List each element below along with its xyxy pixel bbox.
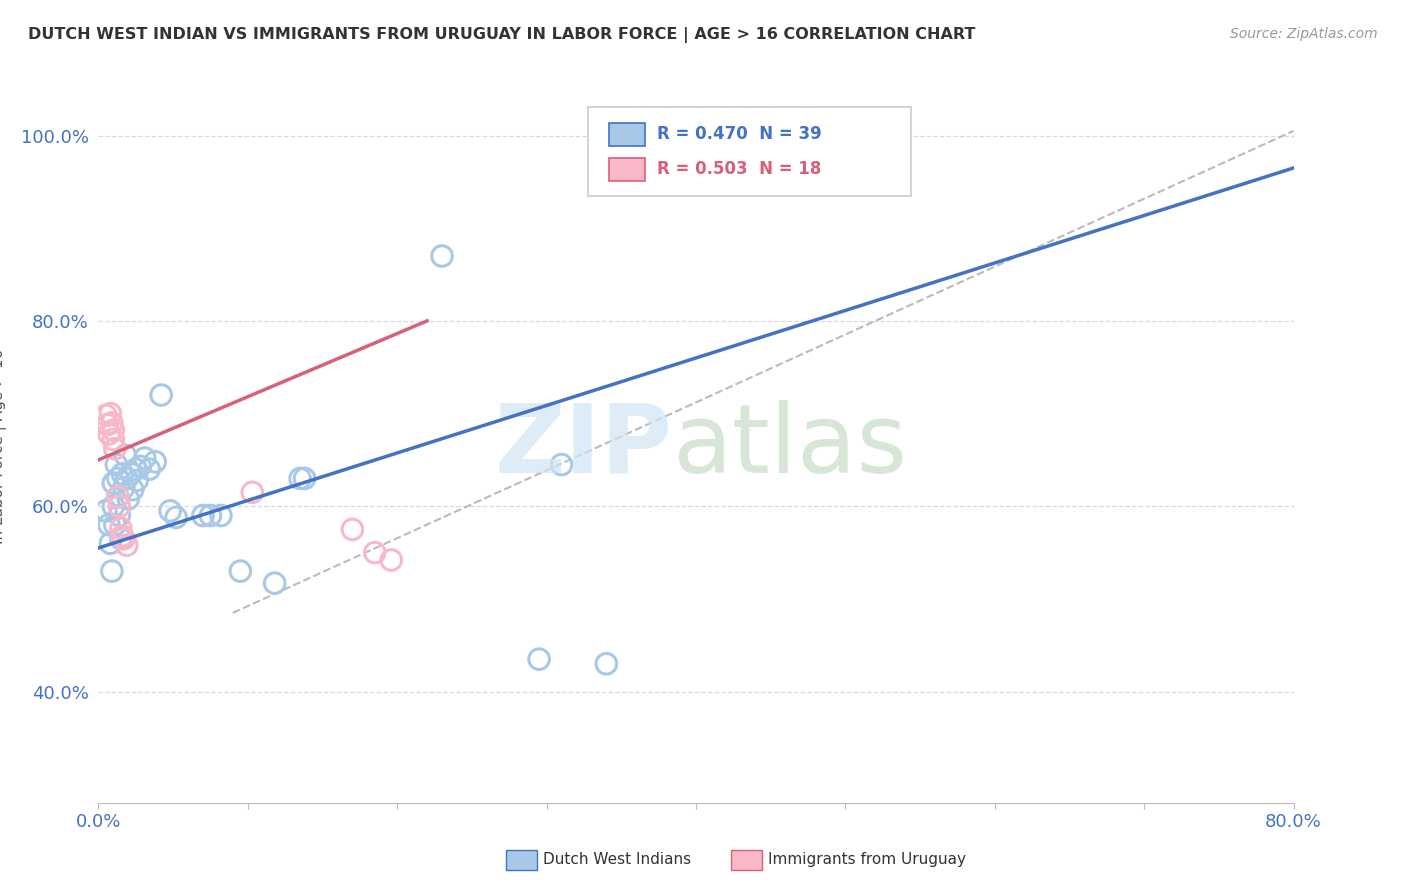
Point [527,652,550,666]
Point [108,508,131,523]
Point [127,473,149,487]
Point [150,388,173,402]
Point [263,576,285,591]
Point [294,471,316,485]
Point [143,455,166,469]
Point [94,409,117,423]
Point [595,657,617,671]
Point [111,467,134,481]
Point [380,553,402,567]
Point [342,523,364,537]
FancyBboxPatch shape [609,158,644,180]
Point [94,504,117,518]
Point [120,467,142,481]
Point [101,564,124,578]
Point [125,462,148,476]
Point [165,510,187,524]
Point [97,426,120,441]
Point [107,471,129,485]
Point [107,490,129,504]
Point [101,416,124,430]
Text: ZIP: ZIP [494,400,672,492]
Text: R = 0.470  N = 39: R = 0.470 N = 39 [657,125,821,143]
Point [96,417,118,432]
Point [112,532,135,546]
Point [200,508,222,523]
FancyBboxPatch shape [588,107,911,196]
Point [115,538,138,552]
Point [114,448,136,462]
FancyBboxPatch shape [609,123,644,146]
Point [103,433,125,447]
Text: DUTCH WEST INDIAN VS IMMIGRANTS FROM URUGUAY IN LABOR FORCE | AGE > 16 CORRELATI: DUTCH WEST INDIAN VS IMMIGRANTS FROM URU… [28,27,976,43]
Point [550,458,572,472]
Point [134,451,156,466]
Point [110,521,132,535]
Point [138,462,160,476]
Point [209,508,232,523]
Y-axis label: In Labor Force | Age > 16: In Labor Force | Age > 16 [0,349,7,543]
Point [229,564,252,578]
Point [100,407,122,421]
Point [115,471,138,485]
Point [288,471,311,485]
Point [191,508,214,523]
Point [240,485,263,500]
Point [103,500,125,514]
Point [117,491,139,506]
Point [104,517,127,532]
Text: Immigrants from Uruguay: Immigrants from Uruguay [768,853,966,867]
Point [111,529,134,543]
Point [129,459,152,474]
Text: R = 0.503  N = 18: R = 0.503 N = 18 [657,161,821,178]
Point [121,483,143,497]
Point [108,500,131,514]
Point [112,481,135,495]
Point [103,423,125,437]
Point [100,536,122,550]
Point [159,504,181,518]
Text: Source: ZipAtlas.com: Source: ZipAtlas.com [1230,27,1378,41]
Point [103,476,125,491]
Text: Dutch West Indians: Dutch West Indians [543,853,690,867]
Point [97,517,120,532]
Point [364,545,387,559]
Point [110,532,132,546]
Text: atlas: atlas [672,400,907,492]
Point [105,458,128,472]
Point [104,442,127,456]
Point [430,249,453,263]
Point [107,490,129,504]
